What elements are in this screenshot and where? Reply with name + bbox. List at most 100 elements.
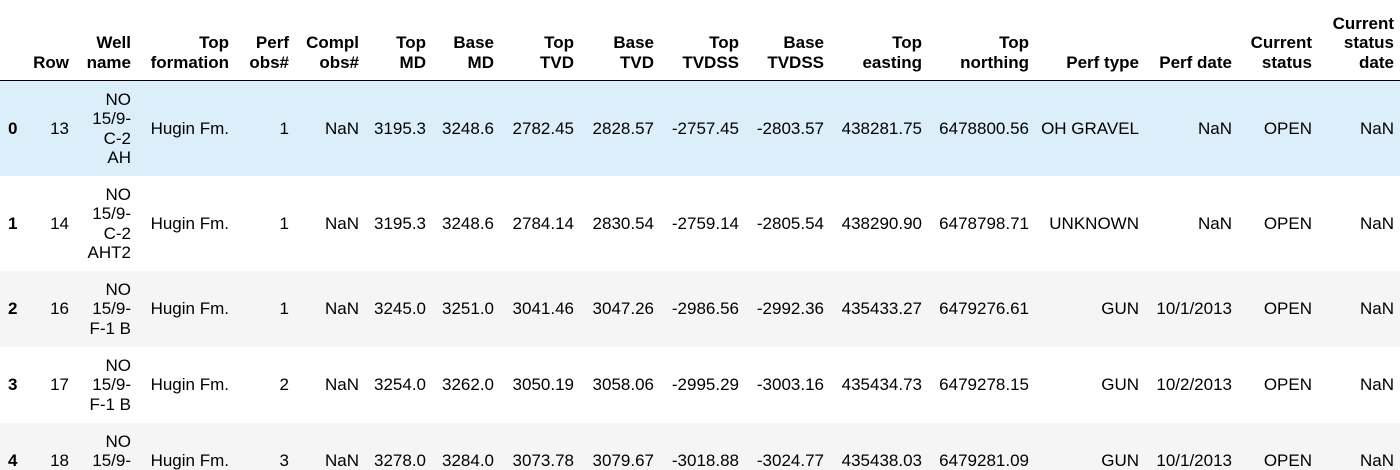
table-cell: GUN (1101, 451, 1139, 470)
row-index: 2 (8, 299, 18, 319)
header-cell: Well name (75, 0, 137, 81)
table-cell: OPEN (1263, 375, 1312, 395)
table-cell: -2803.57 (756, 118, 824, 138)
header-cell: Base MD (432, 0, 500, 81)
table-cell: 2830.54 (592, 213, 654, 233)
header-cell: Top TVD (500, 0, 580, 81)
row-index: 3 (8, 375, 18, 395)
table-cell: -2805.54 (756, 213, 824, 233)
table-cell: 10/1/2013 (1156, 299, 1232, 319)
header-cell: Current status date (1318, 0, 1400, 81)
table-row: 4 18 NO 15/9-F-1 B Hugin Fm. 3 NaN 3278.0 3284.… (0, 423, 1400, 470)
table-cell: -3024.77 (756, 451, 824, 470)
header-cell: Row (22, 0, 75, 81)
table-cell: NO 15/9-C-2 AH (92, 89, 131, 168)
table-cell: 3254.0 (374, 375, 426, 395)
table-cell: 3262.0 (442, 375, 494, 395)
table-cell: Hugin Fm. (150, 213, 229, 233)
table-cell: -3003.16 (756, 375, 824, 395)
table-cell: 1 (279, 213, 289, 233)
header-row: Row Well name Top formation Perf obs# Compl … (0, 0, 1400, 81)
table-cell: NaN (324, 118, 359, 138)
header-cell: Current status (1238, 0, 1318, 81)
table-cell: 14 (50, 213, 69, 233)
table-cell: NO 15/9-F-1 B (89, 355, 131, 414)
table-cell: 3195.3 (374, 118, 426, 138)
table-cell: 6478798.71 (939, 213, 1029, 233)
header-cell: Top formation (137, 0, 235, 81)
table-cell: 3047.26 (592, 299, 654, 319)
table-cell: NO 15/9-C-2 AHT2 (87, 184, 131, 263)
table-cell: 18 (50, 451, 69, 470)
table-cell: 16 (50, 299, 69, 319)
header-cell: Perf date (1145, 0, 1238, 81)
table-cell: NaN (1359, 375, 1394, 395)
table-cell: NaN (324, 213, 359, 233)
table-cell: 2828.57 (592, 118, 654, 138)
table-cell: 3079.67 (592, 451, 654, 470)
table-cell: Hugin Fm. (150, 118, 229, 138)
header-cell: Compl obs# (295, 0, 365, 81)
table-cell: -2759.14 (671, 213, 739, 233)
table-cell: NaN (324, 375, 359, 395)
table-cell: 13 (50, 118, 69, 138)
table-cell: 438281.75 (841, 118, 922, 138)
row-index: 4 (8, 451, 18, 470)
table-cell: 3251.0 (442, 299, 494, 319)
header-cell (0, 0, 22, 81)
table-cell: -3018.88 (671, 451, 739, 470)
table-cell: -2992.36 (756, 299, 824, 319)
table-cell: -2757.45 (671, 118, 739, 138)
header-cell: Base TVDSS (745, 0, 830, 81)
header-cell: Perf type (1035, 0, 1145, 81)
table-cell: GUN (1101, 299, 1139, 319)
row-index: 0 (8, 118, 18, 138)
header-cell: Base TVD (580, 0, 660, 81)
table-cell: 2 (279, 375, 289, 395)
header-cell: Top TVDSS (660, 0, 745, 81)
row-index: 1 (8, 213, 18, 233)
table-cell: 10/1/2013 (1156, 451, 1232, 470)
table-cell: -2995.29 (671, 375, 739, 395)
table-cell: 3284.0 (442, 451, 494, 470)
table-cell: Hugin Fm. (150, 375, 229, 395)
table-cell: 3278.0 (374, 451, 426, 470)
table-row: 0 13 NO 15/9-C-2 AH Hugin Fm. 1 NaN 3195.3 3248… (0, 80, 1400, 176)
table-row: 3 17 NO 15/9-F-1 B Hugin Fm. 2 NaN 3254.0 3262.… (0, 347, 1400, 423)
header-cell: Top MD (365, 0, 432, 81)
table-cell: GUN (1101, 375, 1139, 395)
table-cell: 3041.46 (512, 299, 574, 319)
table-cell: 3 (279, 451, 289, 470)
table-cell: OPEN (1263, 299, 1312, 319)
table-cell: 17 (50, 375, 69, 395)
table-cell: 435434.73 (841, 375, 922, 395)
table-cell: Hugin Fm. (150, 299, 229, 319)
table-cell: 6478800.56 (939, 118, 1029, 138)
table-cell: Hugin Fm. (150, 451, 229, 470)
table-cell: NO 15/9-F-1 B (92, 431, 131, 470)
table-cell: 3050.19 (512, 375, 574, 395)
table-cell: OPEN (1263, 118, 1312, 138)
table-cell: OPEN (1263, 213, 1312, 233)
table-cell: 6479276.61 (939, 299, 1029, 319)
table-cell: 3058.06 (592, 375, 654, 395)
table-cell: 3195.3 (374, 213, 426, 233)
table-cell: 435433.27 (841, 299, 922, 319)
table-cell: 6479281.09 (939, 451, 1029, 470)
table-cell: NaN (324, 299, 359, 319)
table-cell: NaN (1359, 213, 1394, 233)
table-cell: NaN (324, 451, 359, 470)
table-cell: 3073.78 (512, 451, 574, 470)
table-row: 1 14 NO 15/9-C-2 AHT2 Hugin Fm. 1 NaN 3195.3 32… (0, 176, 1400, 271)
table-cell: -2986.56 (671, 299, 739, 319)
table-cell: UNKNOWN (1049, 213, 1139, 233)
table-cell: NaN (1359, 118, 1394, 138)
header-cell: Top easting (830, 0, 928, 81)
table-cell: 3248.6 (442, 213, 494, 233)
table-cell: 6479278.15 (939, 375, 1029, 395)
table-cell: 2784.14 (512, 213, 574, 233)
table-cell: NaN (1197, 118, 1232, 138)
table-cell: 3245.0 (374, 299, 426, 319)
